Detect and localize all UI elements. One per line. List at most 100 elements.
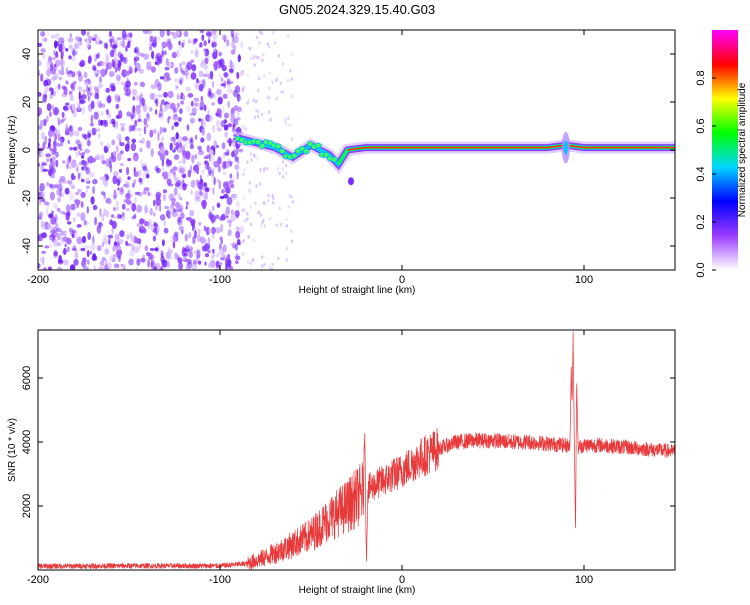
noise-speck	[159, 76, 165, 80]
noise-speck	[64, 243, 67, 248]
noise-speck	[205, 70, 209, 75]
noise-speck	[80, 212, 86, 222]
noise-speck	[128, 258, 134, 266]
noise-speck	[132, 96, 136, 101]
noise-speck	[65, 48, 69, 52]
noise-speck	[208, 166, 213, 175]
noise-speck	[173, 154, 180, 161]
noise-speck	[291, 52, 294, 57]
noise-speck	[99, 141, 104, 146]
noise-speck	[80, 247, 86, 252]
noise-speck	[59, 210, 65, 215]
noise-speck	[171, 201, 175, 206]
noise-speck	[49, 148, 53, 152]
noise-speck	[58, 37, 65, 44]
noise-speck	[272, 196, 275, 200]
noise-speck	[166, 158, 170, 165]
noise-speck	[164, 150, 169, 156]
noise-speck	[46, 78, 52, 86]
noise-speck	[101, 60, 107, 68]
noise-speck	[53, 49, 56, 56]
noise-speck	[231, 40, 235, 49]
noise-speck	[67, 156, 72, 165]
signal-blob	[302, 148, 310, 155]
noise-speck	[248, 98, 251, 102]
noise-speck	[230, 49, 236, 55]
noise-speck	[98, 266, 105, 270]
noise-speck	[126, 139, 130, 149]
noise-speck	[285, 224, 289, 228]
noise-speck	[117, 96, 121, 102]
noise-speck	[40, 132, 45, 140]
noise-speck	[269, 118, 272, 122]
noise-speck	[203, 104, 207, 112]
signal-blob	[254, 139, 262, 145]
noise-speck	[186, 124, 190, 131]
noise-speck	[133, 196, 137, 204]
noise-speck	[101, 242, 104, 248]
noise-speck	[71, 233, 75, 238]
noise-speck	[133, 179, 137, 185]
noise-speck	[226, 39, 230, 47]
noise-speck	[116, 133, 122, 141]
noise-speck	[90, 122, 94, 127]
noise-speck	[211, 169, 214, 178]
noise-speck	[251, 258, 255, 262]
noise-speck	[154, 99, 158, 104]
noise-speck	[185, 201, 189, 206]
noise-speck	[291, 94, 294, 99]
noise-speck	[93, 264, 96, 270]
noise-speck	[74, 199, 81, 205]
noise-speck	[235, 128, 240, 132]
noise-speck	[85, 166, 91, 175]
noise-speck	[205, 187, 209, 192]
noise-speck	[258, 41, 261, 45]
noise-speck	[164, 66, 170, 71]
colorbar-tick-label: 0.2	[695, 214, 707, 229]
colorbar-tick-label: 0.0	[695, 262, 707, 277]
noise-speck	[143, 53, 149, 60]
noise-speck	[186, 61, 193, 71]
noise-speck	[44, 37, 48, 42]
noise-speck	[100, 68, 106, 78]
noise-speck	[154, 36, 157, 42]
noise-speck	[257, 211, 261, 215]
noise-speck	[137, 118, 142, 123]
noise-speck	[76, 212, 81, 218]
noise-speck	[177, 213, 180, 217]
noise-speck	[219, 243, 222, 250]
noise-speck	[139, 147, 143, 153]
noise-speck	[120, 126, 125, 132]
noise-speck	[134, 191, 140, 195]
noise-speck	[261, 220, 264, 224]
noise-speck	[207, 237, 211, 246]
noise-speck	[166, 261, 170, 268]
noise-speck	[138, 177, 142, 183]
noise-speck	[216, 127, 222, 132]
noise-speck	[172, 240, 176, 249]
noise-speck	[196, 249, 201, 259]
noise-speck	[149, 107, 153, 112]
noise-speck	[38, 70, 41, 74]
noise-speck	[120, 186, 124, 193]
noise-speck	[71, 175, 76, 180]
noise-speck	[266, 42, 269, 46]
noise-speck	[201, 128, 205, 136]
noise-speck	[255, 55, 259, 60]
noise-speck	[178, 225, 184, 231]
noise-speck	[46, 30, 50, 36]
noise-speck	[257, 76, 261, 81]
noise-speck	[124, 92, 130, 96]
noise-speck	[138, 132, 143, 137]
noise-speck	[55, 159, 59, 168]
noise-speck	[93, 34, 98, 39]
noise-speck	[114, 233, 118, 242]
noise-speck	[224, 131, 228, 138]
x-tick-label: 0	[399, 574, 405, 586]
noise-speck	[164, 50, 167, 55]
noise-speck	[223, 193, 229, 199]
noise-speck	[154, 109, 158, 115]
noise-speck	[115, 94, 121, 103]
noise-speck	[255, 35, 259, 40]
noise-speck	[285, 217, 288, 222]
